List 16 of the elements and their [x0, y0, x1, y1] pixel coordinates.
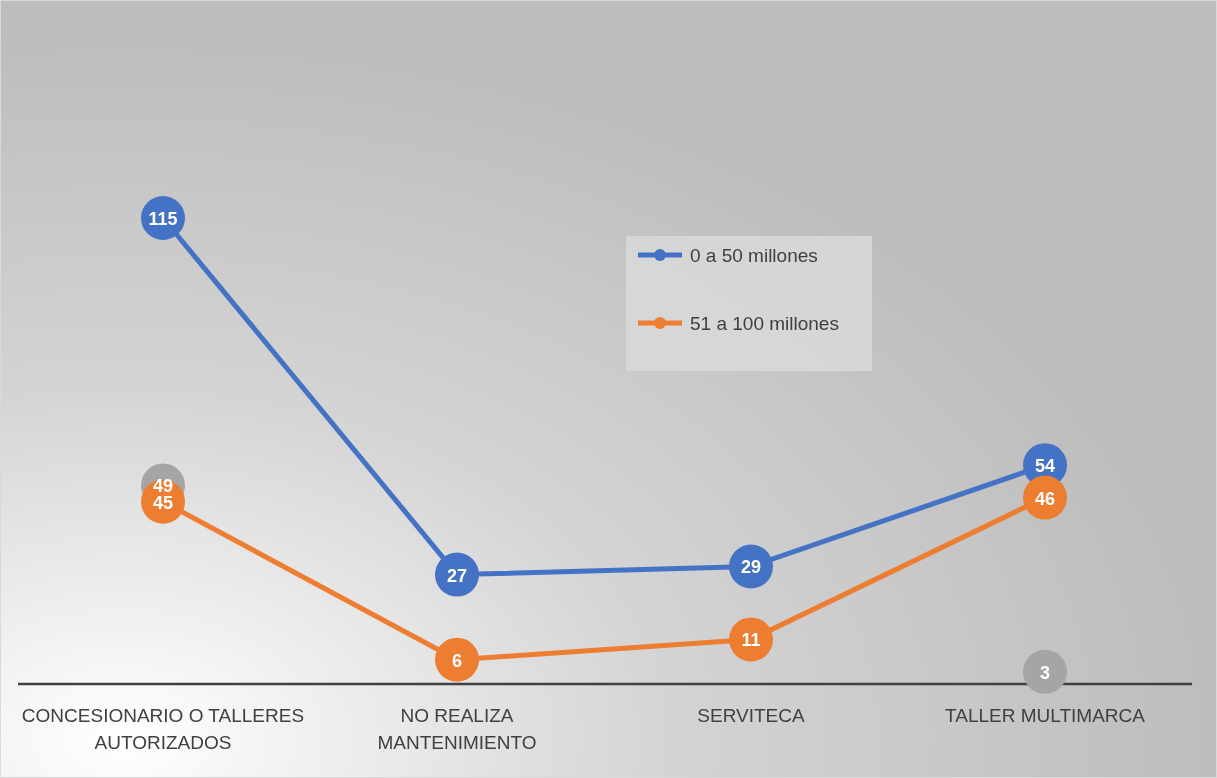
- data-label: 6: [451, 650, 463, 671]
- x-tick-label: TALLER MULTIMARCA: [945, 705, 1146, 726]
- data-label: 54: [1034, 456, 1056, 477]
- data-label: 29: [740, 557, 762, 578]
- legend-label: 0 a 50 millones: [690, 245, 818, 266]
- x-tick-label: CONCESIONARIO O TALLERES AUTORIZADOS: [21, 705, 305, 753]
- data-label: 11: [741, 630, 761, 651]
- data-label: 115: [148, 209, 178, 229]
- legend-label: 51 a 100 millones: [690, 313, 839, 334]
- data-label: 3: [1039, 662, 1051, 683]
- data-label: 46: [1034, 488, 1056, 509]
- x-tick-label: SERVITECA: [697, 705, 805, 726]
- x-tick-label: NO REALIZA MANTENIMIENTO: [377, 705, 537, 753]
- point: [1023, 649, 1067, 694]
- data-label: 27: [446, 565, 468, 586]
- point: [435, 637, 479, 682]
